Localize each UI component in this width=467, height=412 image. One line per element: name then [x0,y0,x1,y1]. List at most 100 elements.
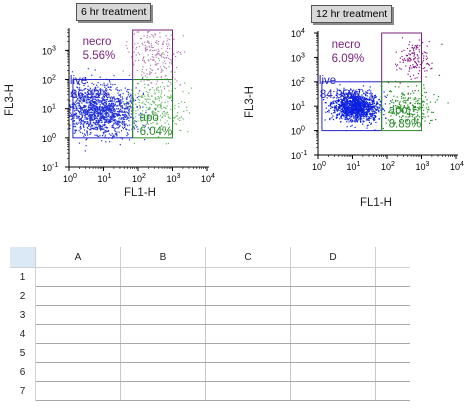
scatter-point [335,94,337,96]
scatter-point [135,48,137,50]
scatter-point [146,46,148,48]
sheet-cell[interactable] [205,381,291,401]
row-header[interactable]: 1 [10,267,36,287]
sheet-cell[interactable] [35,324,121,344]
row-header[interactable]: 4 [10,324,36,344]
sheet-cell[interactable] [120,362,206,382]
column-header-c[interactable]: C [205,247,291,268]
scatter-point [148,46,151,48]
row-header[interactable]: 3 [10,305,36,325]
scatter-point [354,103,356,105]
scatter-point [133,126,135,128]
scatter-point [416,64,418,66]
sheet-cell[interactable] [120,324,206,344]
sheet-cell[interactable] [35,286,121,306]
scatter-point [111,116,113,118]
sheet-cell[interactable] [205,362,291,382]
column-header-b[interactable]: B [120,247,206,268]
scatter-point [367,124,369,126]
scatter-point [151,53,153,55]
sheet-cell[interactable] [290,362,376,382]
sheet-cell[interactable] [290,343,376,363]
scatter-point [156,40,158,42]
scatter-point [116,113,118,115]
scatter-point [424,52,427,54]
scatter-point [112,103,114,106]
sheet-cell[interactable] [290,267,376,287]
scatter-point [99,93,101,95]
scatter-point [409,50,411,52]
scatter-point [88,93,90,95]
scatter-point [152,113,154,115]
scatter-point [128,117,130,119]
scatter-point [147,98,149,100]
scatter-point [376,109,378,112]
sheet-cell[interactable] [120,305,206,325]
scatter-point [118,99,120,101]
sheet-cell[interactable] [120,286,206,306]
row-header[interactable]: 7 [10,381,36,401]
column-header-a[interactable]: A [35,247,121,268]
scatter-point [358,102,360,104]
scatter-point [93,113,95,115]
scatter-point [363,111,366,113]
scatter-point [136,70,138,72]
select-all-corner[interactable] [10,247,36,268]
sheet-cell[interactable] [290,381,376,401]
scatter-point [127,112,129,114]
sheet-cell[interactable] [290,305,376,325]
sheet-cell[interactable] [35,343,121,363]
sheet-cell[interactable] [375,343,410,363]
sheet-cell[interactable] [375,362,410,382]
sheet-cell[interactable] [35,381,121,401]
scatter-point [365,105,367,107]
sheet-cell[interactable] [205,324,291,344]
sheet-cell[interactable] [120,381,206,401]
scatter-point [413,46,416,49]
sheet-cell[interactable] [205,305,291,325]
scatter-point [86,114,89,116]
column-header-d[interactable]: D [290,247,376,268]
sheet-cell[interactable] [375,381,410,401]
scatter-point [333,90,335,93]
scatter-point [80,117,82,119]
row-header[interactable]: 2 [10,286,36,306]
sheet-cell[interactable] [205,343,291,363]
sheet-cell[interactable] [375,286,410,306]
scatter-point [384,95,386,97]
sheet-cell[interactable] [290,324,376,344]
column-header-e[interactable] [375,247,410,268]
scatter-point [154,34,156,36]
sheet-cell[interactable] [290,286,376,306]
scatter-point [135,110,137,112]
gate-apo[interactable] [381,81,422,132]
row-header[interactable]: 6 [10,362,36,382]
scatter-point [74,123,76,125]
sheet-cell[interactable] [375,267,410,287]
sheet-cell[interactable] [35,267,121,287]
sheet-cell[interactable] [205,286,291,306]
scatter-point [341,114,343,116]
gate-apo[interactable] [132,79,173,139]
scatter-point [108,102,110,104]
scatter-point [357,88,360,91]
sheet-cell[interactable] [120,343,206,363]
scatter-point [159,106,161,108]
scatter-point [94,113,96,115]
scatter-point [401,50,403,52]
scatter-point [71,106,73,108]
scatter-point [80,112,82,114]
scatter-point [113,104,115,106]
sheet-cell[interactable] [35,305,121,325]
scatter-point [361,101,363,103]
sheet-cell[interactable] [205,267,291,287]
sheet-cell[interactable] [375,305,410,325]
sheet-cell[interactable] [375,324,410,344]
scatter-point [104,136,106,138]
scatter-point [339,107,341,109]
scatter-point [106,121,108,123]
row-header[interactable]: 5 [10,343,36,363]
sheet-cell[interactable] [35,362,121,382]
sheet-cell[interactable] [120,267,206,287]
